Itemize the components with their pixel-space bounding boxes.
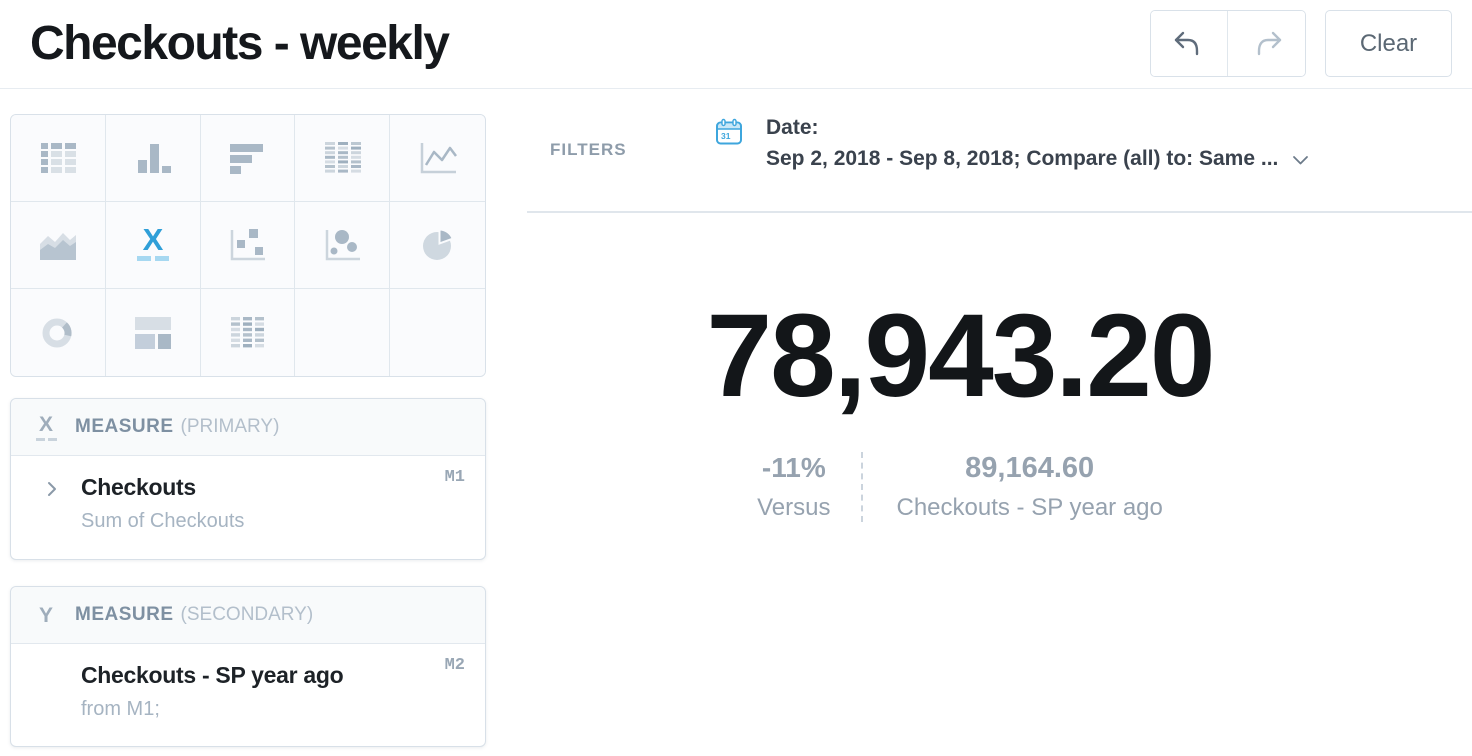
date-filter[interactable]: 31 Date: Sep 2, 2018 - Sep 8, 2018; Comp… xyxy=(715,116,1309,171)
chart-type-kpi[interactable]: X xyxy=(105,202,201,289)
date-filter-value: Sep 2, 2018 - Sep 8, 2018; Compare (all)… xyxy=(766,147,1279,170)
chart-type-horizontal-bar-chart[interactable] xyxy=(200,115,296,202)
chart-type-pivot-table[interactable] xyxy=(295,115,391,202)
measure-tag: M1 xyxy=(444,468,465,487)
kpi-comparison-label: Checkouts - SP year ago xyxy=(896,494,1163,522)
column-chart-icon xyxy=(137,144,171,173)
undo-button[interactable] xyxy=(1151,11,1228,76)
chevron-down-icon[interactable] xyxy=(1292,155,1309,166)
filters-section-label: FILTERS xyxy=(550,140,627,159)
calendar-icon: 31 xyxy=(716,118,742,145)
donut-chart-icon xyxy=(42,318,72,347)
chevron-right-icon xyxy=(48,482,56,496)
chart-type-treemap[interactable] xyxy=(105,289,201,376)
date-filter-label: Date: xyxy=(766,116,819,139)
undo-redo-group xyxy=(1150,10,1306,77)
chart-type-heat-matrix[interactable] xyxy=(200,289,296,376)
measure-name: Checkouts xyxy=(81,474,196,500)
measure-tag: M2 xyxy=(444,656,465,675)
area-chart-icon xyxy=(39,233,76,260)
chart-type-bubble-chart[interactable] xyxy=(295,202,391,289)
line-chart-icon xyxy=(420,143,457,174)
clear-button[interactable]: Clear xyxy=(1325,10,1452,77)
measure-name: Checkouts - SP year ago xyxy=(81,662,344,688)
kpi-icon: X xyxy=(136,223,169,261)
svg-text:31: 31 xyxy=(721,131,731,141)
kpi-visualization: 78,943.20 -11% Versus 89,164.60 Checkout… xyxy=(527,287,1393,523)
measure-secondary-panel: Y MEASURE (SECONDARY) Checkouts - SP yea… xyxy=(10,586,486,747)
pivot-table-icon xyxy=(325,142,362,173)
pie-chart-icon xyxy=(422,228,454,260)
measure-row-checkouts-sp-year-ago[interactable]: Checkouts - SP year ago from M1; M2 xyxy=(11,644,485,721)
chart-type-pie-chart[interactable] xyxy=(390,202,485,289)
kpi-comparison: -11% Versus 89,164.60 Checkouts - SP yea… xyxy=(527,452,1393,523)
kpi-value: 78,943.20 xyxy=(706,290,1216,422)
measure-panel-qualifier: (SECONDARY) xyxy=(180,604,314,625)
measure-detail: Sum of Checkouts xyxy=(81,510,245,532)
kpi-versus-label: Versus xyxy=(757,494,831,522)
measure-detail: from M1; xyxy=(81,698,160,720)
bubble-chart-icon xyxy=(326,230,361,261)
measure-primary-panel: X MEASURE (PRIMARY) Checkouts Sum of Che… xyxy=(10,398,486,560)
kpi-comparison-value: 89,164.60 xyxy=(965,452,1095,485)
chart-type-box-plot[interactable] xyxy=(200,202,296,289)
undo-icon xyxy=(1174,31,1199,55)
chart-type-column-chart[interactable] xyxy=(105,115,201,202)
measure-primary-header: X MEASURE (PRIMARY) xyxy=(11,399,485,456)
measure-panel-title: MEASURE xyxy=(75,416,174,437)
horizontal-bar-chart-icon xyxy=(230,144,264,174)
measure-panel-title: MEASURE xyxy=(75,604,174,625)
chart-type-line-chart[interactable] xyxy=(390,115,485,202)
treemap-icon xyxy=(134,316,171,349)
kpi-delta-percent: -11% xyxy=(761,452,826,484)
filters-divider xyxy=(527,211,1472,213)
data-table-icon xyxy=(40,143,76,173)
redo-icon xyxy=(1257,31,1281,55)
y-axis-icon: Y xyxy=(38,603,53,627)
chart-type-empty-slot xyxy=(390,289,485,376)
measure-secondary-header: Y MEASURE (SECONDARY) xyxy=(11,587,485,644)
chart-type-empty-slot xyxy=(295,289,391,376)
measure-panel-qualifier: (PRIMARY) xyxy=(180,416,280,437)
chart-type-area-chart[interactable] xyxy=(11,202,106,289)
page-title: Checkouts - weekly xyxy=(30,17,450,70)
chart-type-picker: X xyxy=(10,114,486,377)
measure-row-checkouts[interactable]: Checkouts Sum of Checkouts M1 xyxy=(11,456,485,533)
chart-type-data-table[interactable] xyxy=(11,115,106,202)
box-plot-icon xyxy=(231,229,266,261)
chart-type-donut-chart[interactable] xyxy=(11,289,106,376)
x-axis-icon: X xyxy=(31,414,61,441)
heat-matrix-icon xyxy=(231,316,265,347)
header: Checkouts - weekly Clear xyxy=(0,0,1472,89)
comparison-divider xyxy=(860,452,863,523)
redo-button[interactable] xyxy=(1228,11,1305,76)
svg-text:X: X xyxy=(142,223,163,257)
